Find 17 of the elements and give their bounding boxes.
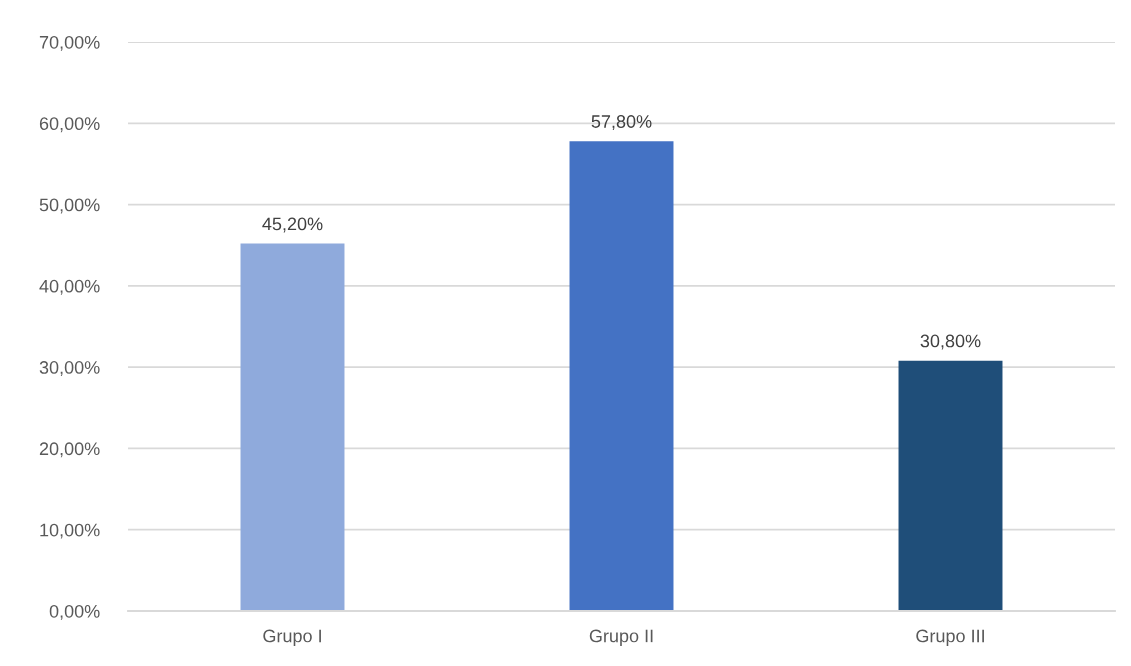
x-tick-label: Grupo II — [589, 629, 653, 646]
y-tick-label: 10,00% — [40, 523, 100, 539]
y-tick-label: 20,00% — [39, 442, 100, 458]
y-tick-label: 70,00% — [39, 35, 100, 51]
y-tick-label: 30,00% — [39, 361, 100, 376]
data-label: 30,80% — [920, 334, 981, 350]
y-tick-label: 50,00% — [39, 198, 100, 214]
x-tick-label: Grupo I — [263, 629, 321, 646]
y-tick-label: 60,00% — [39, 117, 100, 133]
bar — [240, 243, 345, 611]
y-tick-label: 0,00% — [49, 604, 100, 620]
bar — [569, 141, 674, 611]
data-label: 57,80% — [591, 115, 652, 131]
data-label: 45,20% — [262, 217, 323, 233]
x-tick-label: Grupo III — [916, 629, 984, 646]
y-tick-label: 40,00% — [39, 279, 100, 295]
bar — [898, 360, 1003, 611]
